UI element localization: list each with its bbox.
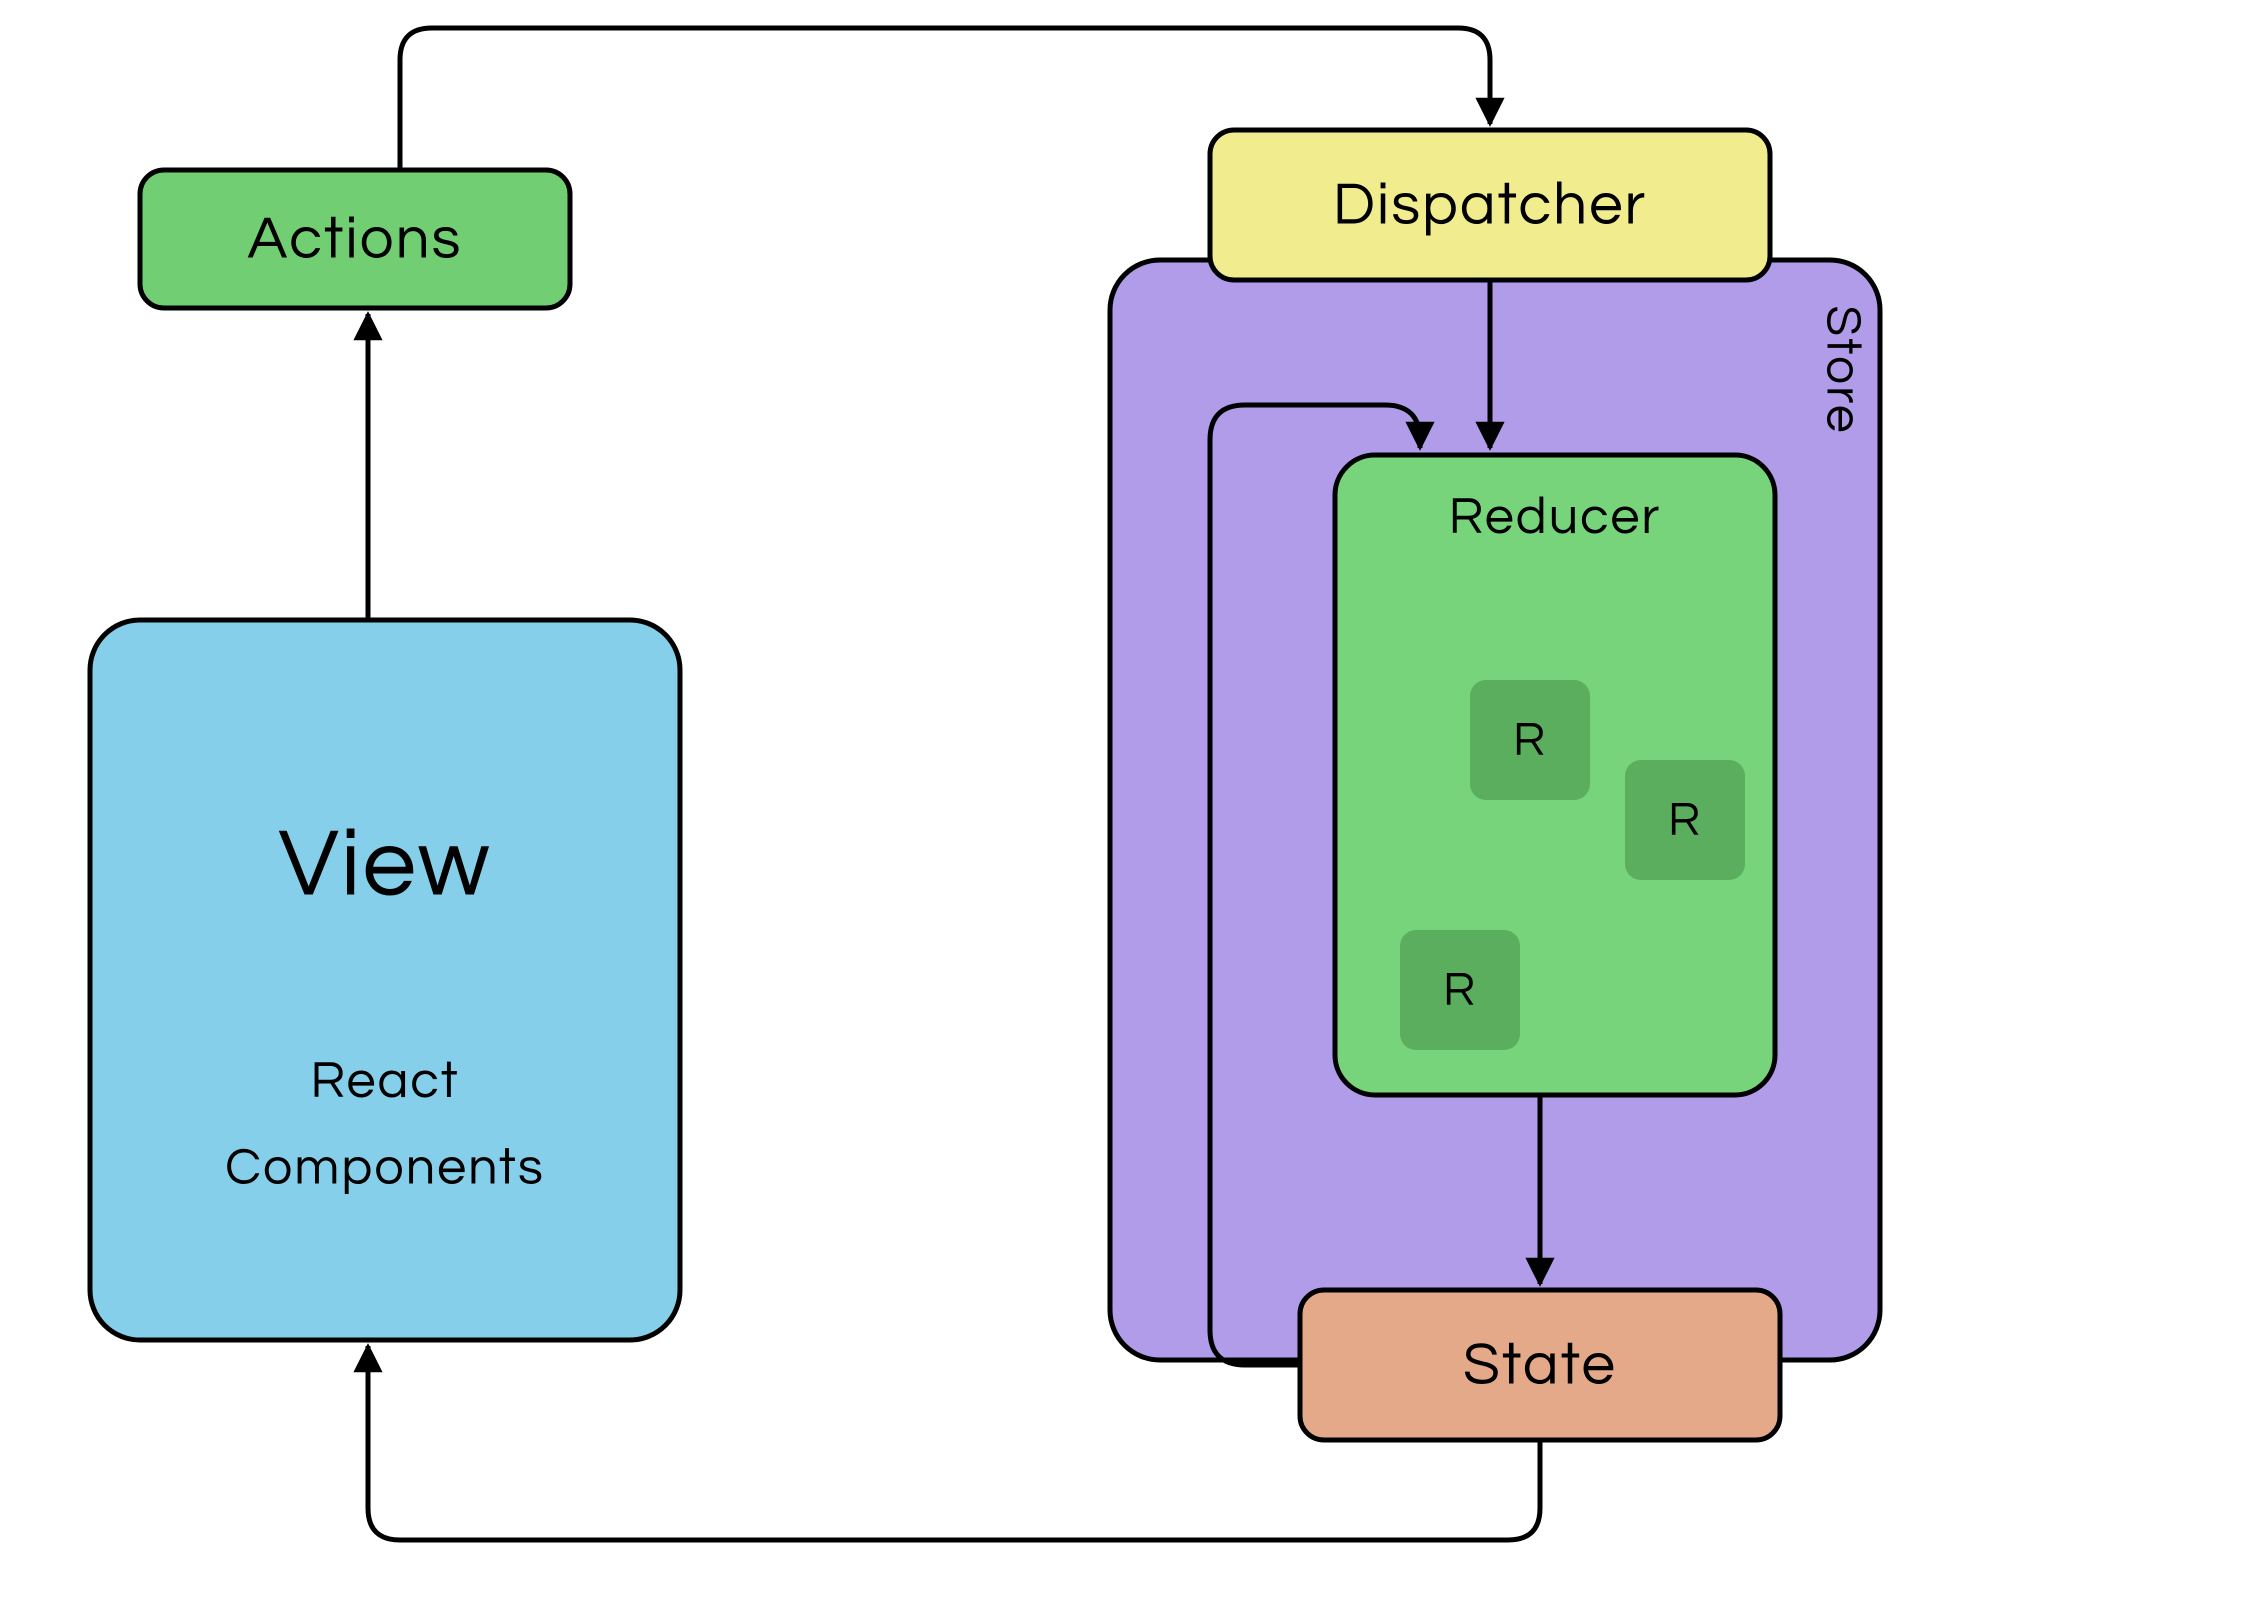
view-subtitle-1: React: [310, 1054, 459, 1108]
actions-label: Actions: [248, 209, 463, 271]
store-label: Store: [1817, 305, 1869, 434]
reducer-label: Reducer: [1449, 490, 1662, 544]
reducer-r2-label: R: [1668, 797, 1702, 846]
redux-flow-diagram: Store Actions View React Components Disp…: [0, 0, 2262, 1616]
view-box: [90, 620, 680, 1340]
view-subtitle-2: Components: [225, 1140, 545, 1194]
reducer-r1-label: R: [1513, 717, 1547, 766]
view-title: View: [278, 817, 491, 916]
state-label: State: [1463, 1335, 1617, 1397]
dispatcher-label: Dispatcher: [1333, 175, 1647, 237]
reducer-r3-label: R: [1443, 967, 1477, 1016]
